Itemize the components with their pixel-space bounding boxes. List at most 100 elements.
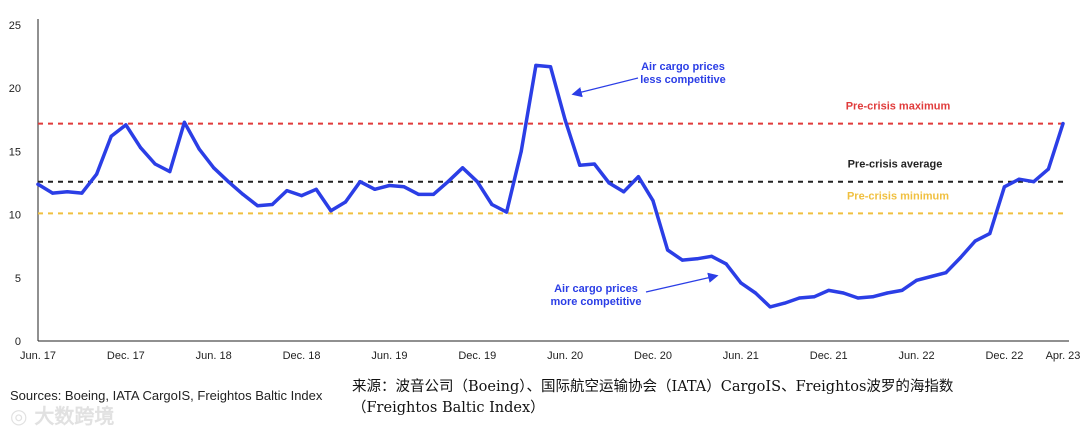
data-point (812, 295, 816, 299)
y-tick-label: 15 (9, 146, 21, 158)
data-point (299, 194, 304, 198)
x-tick-label: Dec. 18 (283, 350, 321, 362)
data-point (636, 175, 640, 179)
watermark-text: 大数跨境 (34, 404, 115, 428)
data-point (197, 147, 201, 151)
data-point (461, 166, 465, 170)
data-point (475, 180, 479, 184)
data-point (592, 162, 597, 166)
x-tick-label: Jun. 17 (20, 350, 56, 362)
data-point (973, 239, 977, 243)
x-tick-label: Apr. 23 (1046, 350, 1080, 362)
y-tick-label: 20 (9, 83, 21, 95)
data-point (168, 170, 172, 174)
series-layer (36, 63, 1065, 309)
x-tick-label: Dec. 20 (634, 350, 672, 362)
watermark-logo-icon: ◎ (10, 404, 35, 428)
data-point (622, 190, 626, 194)
data-point (1046, 167, 1050, 171)
data-point (534, 63, 538, 68)
data-point (548, 65, 553, 69)
data-point (80, 191, 84, 195)
data-point (871, 295, 875, 299)
data-point (256, 204, 260, 208)
chinese-caption: 来源：波音公司（Boeing）、国际航空运输协会（IATA）CargoIS、Fr… (352, 377, 1072, 419)
data-point (827, 288, 831, 293)
data-point (841, 291, 845, 295)
data-point (958, 255, 963, 260)
data-point (988, 231, 992, 236)
data-point (724, 262, 728, 266)
chinese-caption-line-1: 来源：波音公司（Boeing）、国际航空运输协会（IATA）CargoIS、Fr… (352, 379, 954, 395)
data-point (373, 187, 377, 191)
data-point (695, 257, 699, 261)
data-point (94, 172, 99, 176)
data-point (226, 180, 230, 184)
x-tick-label: Dec. 19 (458, 350, 496, 362)
data-point (797, 296, 802, 300)
x-tick-label: Dec. 22 (985, 350, 1023, 362)
annotation-arrow (571, 77, 639, 98)
data-point (417, 192, 421, 196)
data-point (578, 163, 582, 167)
data-point (358, 180, 362, 184)
data-point (739, 281, 743, 285)
data-point (314, 187, 318, 191)
data-point (666, 248, 670, 252)
data-point (914, 278, 919, 282)
data-point (1061, 121, 1065, 126)
data-point (900, 288, 904, 293)
data-point (929, 274, 933, 279)
y-tick-label: 25 (9, 20, 21, 32)
x-tick-label: Dec. 17 (107, 350, 145, 362)
x-tick-label: Jun. 18 (196, 350, 232, 362)
data-point (944, 271, 948, 275)
data-point (504, 210, 509, 214)
data-point (1017, 177, 1021, 181)
data-point (270, 202, 274, 207)
y-tick-label: 5 (15, 273, 21, 285)
x-tick-label: Jun. 19 (371, 350, 407, 362)
data-point (446, 180, 450, 184)
data-point (109, 134, 113, 138)
data-point (856, 296, 860, 300)
x-tick-label: Jun. 21 (723, 350, 759, 362)
data-point (680, 258, 684, 262)
reference-lines: Pre-crisis maximum Pre-crisis average Pre-… (38, 101, 1063, 215)
data-point (387, 183, 392, 188)
data-point (519, 149, 523, 153)
reference-line-label: Pre-crisis average (848, 159, 943, 171)
watermark: ◎ 大数跨境 (10, 400, 114, 429)
y-tick-label: 0 (15, 336, 21, 348)
data-point (563, 118, 567, 122)
data-point (36, 182, 40, 186)
data-point (51, 191, 55, 195)
data-point (753, 291, 758, 295)
data-point (431, 192, 435, 196)
data-point (1002, 185, 1007, 189)
data-point (65, 190, 69, 194)
data-point (182, 120, 187, 124)
chart-axes: 0 5 10 15 20 25 Jun. 17 Dec. 17 Jun. 18 Dec. 18 Ju… (9, 19, 1080, 362)
annotation-text: more competitive (550, 296, 641, 308)
data-point (768, 305, 772, 309)
reference-line-label: Pre-crisis minimum (847, 190, 949, 202)
source-note: Sources: Boeing, IATA CargoIS, Freightos… (10, 388, 323, 403)
data-point (885, 291, 889, 295)
data-point (709, 254, 714, 258)
data-point (783, 301, 787, 305)
y-tick-label: 10 (9, 210, 21, 222)
x-tick-label: Jun. 20 (547, 350, 583, 362)
data-point (153, 162, 157, 166)
data-point (124, 123, 128, 127)
data-point (651, 199, 655, 203)
data-point (1032, 180, 1036, 184)
data-point (212, 166, 216, 170)
data-point (607, 181, 611, 185)
x-tick-label: Dec. 21 (810, 350, 848, 362)
x-tick-label: Jun. 22 (899, 350, 935, 362)
annotation-text: Air cargo prices (554, 283, 638, 295)
annotation-arrow (645, 272, 719, 293)
